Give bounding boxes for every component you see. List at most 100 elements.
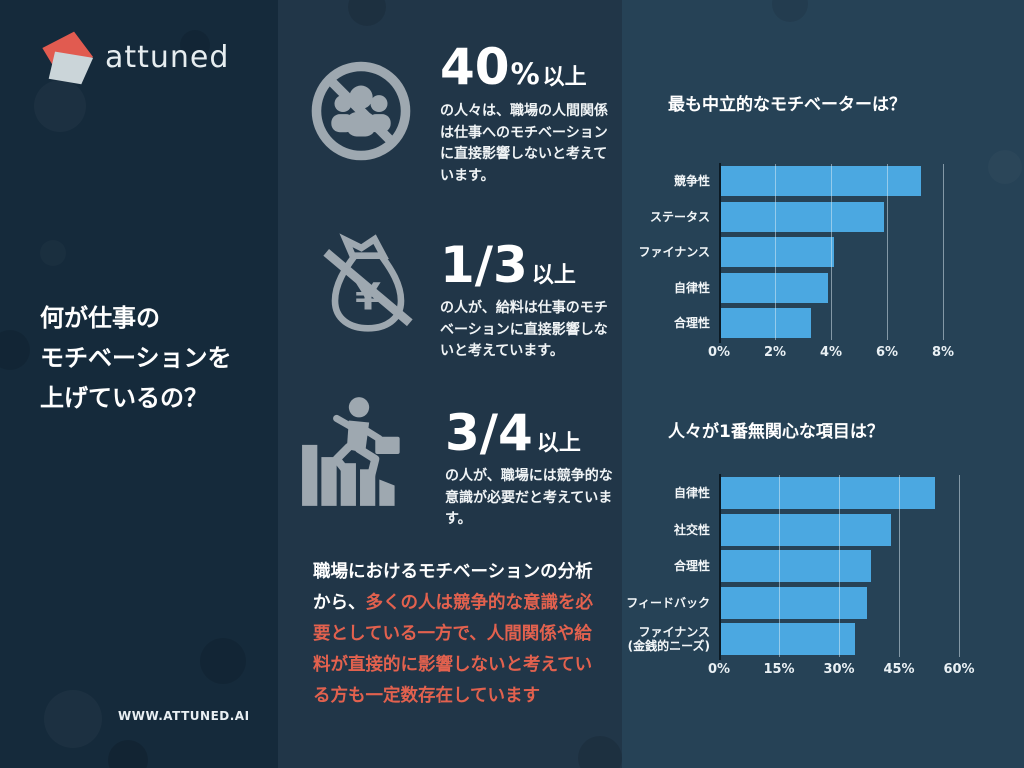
decorative-dot	[200, 638, 246, 684]
bar	[719, 623, 855, 655]
bar-track	[719, 623, 959, 655]
chart-1-plot: 競争性ステータスファイナンス自律性合理性 0% 2% 4% 6% 8%	[622, 163, 954, 363]
stat-3-number: 3/4 以上	[445, 408, 581, 458]
stats-column: 40 % 以上 の人々は、職場の人間関係は仕事へのモチベーションに直接影響しない…	[278, 0, 622, 768]
stat-1-unit: 以上	[542, 65, 587, 90]
bar	[719, 477, 935, 509]
no-money-bag-icon: ¥	[312, 226, 424, 336]
category-label: 自律性	[673, 486, 710, 500]
chart-2-x-axis: 0% 15% 30% 45% 60%	[708, 662, 975, 680]
bar	[719, 586, 867, 619]
chart-1-rows: 競争性ステータスファイナンス自律性合理性	[622, 166, 943, 338]
chart-row: 合理性	[622, 308, 943, 338]
no-people-icon	[308, 58, 414, 164]
summary-paragraph: 職場におけるモチベーションの分析から、多くの人は競争的な意識を必要としている一方…	[313, 557, 603, 712]
bar-track	[719, 272, 943, 303]
category-label: ステータス	[649, 209, 710, 224]
x-tick-label: 2%	[763, 345, 787, 360]
stat-3-description: の人が、職場には競争的な意識が必要だと考えています。	[445, 468, 613, 527]
bar-track	[719, 586, 959, 619]
chart-row: 社交性	[622, 513, 959, 546]
stat-1-number: 40 % 以上	[440, 42, 587, 92]
chart-row: フィードバック	[622, 586, 959, 619]
chart-1-title: 最も中立的なモチベーターは？	[668, 95, 906, 115]
man-climbing-bars-icon	[298, 396, 420, 508]
chart-2-rows: 自律性社交性合理性フィードバックファイナンス (金銭的ニーズ)	[622, 477, 959, 655]
x-tick-label: 60%	[943, 662, 975, 677]
bar	[719, 308, 812, 338]
bar-track	[719, 513, 959, 546]
category-label: 自律性	[673, 280, 710, 295]
summary-highlight-text: 多くの人は競争的な意識を必要としている一方で、人間関係や給料が直接的に影響しない…	[313, 593, 593, 706]
gridline	[943, 164, 944, 340]
chart-2-title: 人々が1番無関心な項目は？	[668, 422, 884, 442]
x-tick-label: 6%	[875, 345, 899, 360]
decorative-dot	[0, 330, 30, 370]
chart-row: ファイナンス	[622, 237, 943, 267]
bar	[719, 513, 891, 546]
attuned-logo-icon	[42, 31, 94, 85]
category-label: 合理性	[673, 559, 710, 573]
decorative-dot	[44, 690, 102, 748]
bar-track	[719, 477, 959, 509]
bar-track	[719, 237, 943, 267]
category-label: 合理性	[673, 316, 710, 330]
left-sidebar: attuned 何が仕事の モチベーションを 上げているの？ WWW.ATTUN…	[0, 0, 278, 768]
attuned-logo: attuned	[33, 28, 229, 86]
stat-2-number: 1/3 以上	[440, 240, 576, 290]
chart-2-plot: 自律性社交性合理性フィードバックファイナンス (金銭的ニーズ) 0% 15% 30%…	[622, 474, 975, 680]
chart-row: ファイナンス (金銭的ニーズ)	[622, 623, 959, 655]
x-tick-label: 0%	[707, 662, 731, 677]
decorative-dot	[988, 150, 1022, 184]
chart-row: 自律性	[622, 477, 959, 509]
chart-row: 競争性	[622, 166, 943, 196]
bar-track	[719, 201, 943, 232]
x-tick-label: 0%	[707, 345, 731, 360]
stat-2-unit: 以上	[531, 263, 576, 288]
bar-track	[719, 166, 943, 196]
decorative-dot	[34, 80, 86, 132]
heading-line-2: モチベーションを	[40, 344, 232, 372]
chart-1-x-axis: 0% 2% 4% 6% 8%	[708, 345, 954, 363]
stat-1-description: の人々は、職場の人間関係は仕事へのモチベーションに直接影響しないと考えています。	[440, 103, 608, 184]
decorative-dot	[348, 0, 386, 26]
x-tick-label: 45%	[883, 662, 915, 677]
bar	[719, 550, 871, 582]
x-tick-label: 30%	[823, 662, 855, 677]
decorative-dot	[108, 740, 148, 768]
category-label: 社交性	[673, 522, 710, 537]
heading-line-3: 上げているの？	[40, 384, 208, 412]
bar-track	[719, 550, 959, 582]
category-label: フィードバック	[626, 595, 710, 610]
stat-3-unit: 以上	[536, 431, 581, 456]
bar	[719, 201, 885, 232]
logo-wordmark: attuned	[105, 39, 230, 75]
stat-1-value: 40	[440, 38, 510, 96]
decorative-dot	[40, 240, 66, 266]
main-question-heading: 何が仕事の モチベーションを 上げているの？	[40, 298, 232, 418]
gridline	[959, 475, 960, 657]
x-tick-label: 15%	[763, 662, 795, 677]
stat-1-percent: %	[510, 57, 540, 91]
category-label: 競争性	[673, 174, 710, 188]
website-url: WWW.ATTUNED.AI	[118, 709, 250, 723]
stat-3-value: 3/4	[445, 404, 533, 462]
charts-column: 最も中立的なモチベーターは？ 競争性 ステータス ファイナンス 自律性 合理性 0% 2%…	[622, 0, 1024, 768]
x-tick-label: 8%	[931, 345, 955, 360]
bar-track	[719, 308, 943, 338]
chart-row: 合理性	[622, 550, 959, 582]
chart-row: 自律性	[622, 272, 943, 303]
heading-line-1: 何が仕事の	[40, 304, 160, 332]
category-label: ファイナンス	[638, 245, 710, 259]
stat-2-value: 1/3	[440, 236, 528, 294]
bar	[719, 237, 834, 267]
bar	[719, 272, 829, 303]
stat-2-description: の人が、給料は仕事のモチベーションに直接影響しないと考えています。	[440, 300, 608, 359]
x-tick-label: 4%	[819, 345, 843, 360]
chart-row: ステータス	[622, 201, 943, 232]
bar	[719, 166, 921, 196]
decorative-dot	[772, 0, 808, 22]
decorative-dot	[578, 736, 622, 768]
summary-normal-text: 職場におけるモチベーションの分析から、	[313, 562, 593, 613]
